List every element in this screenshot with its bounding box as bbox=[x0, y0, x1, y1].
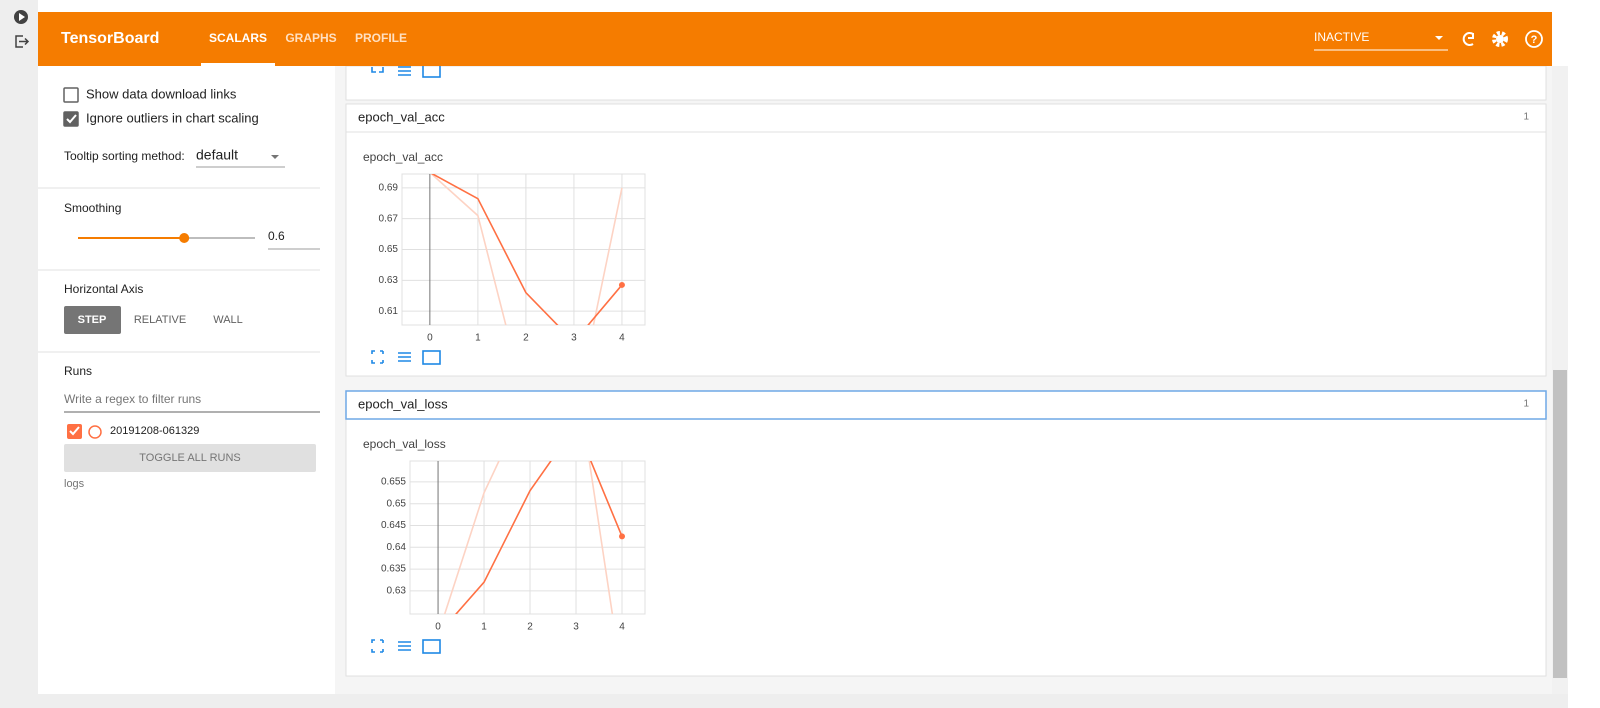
checkbox[interactable] bbox=[63, 87, 79, 103]
card-icons bbox=[371, 63, 441, 78]
bottom-strip bbox=[38, 694, 1568, 708]
plot-area bbox=[409, 460, 646, 615]
x-tick-label: 0 bbox=[427, 333, 433, 344]
tab[interactable]: PROFILE bbox=[355, 31, 407, 45]
previous-card bbox=[345, 65, 1547, 101]
x-tick-label: 1 bbox=[475, 333, 481, 344]
settings-button[interactable] bbox=[1492, 31, 1508, 47]
check-mark bbox=[69, 426, 80, 436]
series-line bbox=[454, 461, 623, 614]
tab-indicator bbox=[201, 63, 275, 66]
fit-domain-button[interactable] bbox=[422, 639, 441, 654]
tooltip-label: Tooltip sorting method: bbox=[64, 149, 185, 163]
axis-option[interactable]: WALL bbox=[213, 314, 243, 326]
fullscreen-button[interactable] bbox=[371, 639, 384, 653]
y-tick-label: 0.64 bbox=[387, 542, 407, 553]
help-button[interactable] bbox=[1525, 30, 1543, 48]
y-tick-label: 0.655 bbox=[381, 477, 406, 488]
card-header[interactable] bbox=[345, 103, 1547, 133]
axis-option[interactable]: STEP bbox=[78, 314, 107, 326]
checkbox-label: Show data download links bbox=[86, 86, 237, 101]
status-select[interactable]: INACTIVE bbox=[1314, 30, 1369, 44]
last-point bbox=[618, 281, 625, 288]
dropdown-arrow bbox=[1435, 36, 1443, 40]
chart-title: epoch_val_loss bbox=[363, 437, 446, 451]
card-count: 1 bbox=[1523, 399, 1529, 410]
chart-title: epoch_val_acc bbox=[363, 150, 443, 164]
card-header[interactable] bbox=[345, 390, 1547, 420]
axis-option[interactable]: RELATIVE bbox=[134, 314, 186, 326]
axis-label: Horizontal Axis bbox=[64, 282, 143, 296]
x-tick-label: 4 bbox=[619, 333, 625, 344]
run-name: 20191208-061329 bbox=[110, 425, 199, 437]
runs-label: Runs bbox=[64, 364, 92, 378]
y-tick-label: 0.65 bbox=[379, 244, 399, 255]
output-icon[interactable] bbox=[15, 35, 30, 48]
x-tick-label: 2 bbox=[527, 622, 533, 633]
checkbox-label: Ignore outliers in chart scaling bbox=[86, 110, 259, 125]
data-button[interactable] bbox=[398, 641, 411, 651]
series-line bbox=[443, 461, 614, 614]
x-tick-label: 1 bbox=[481, 622, 487, 633]
scrollbar-thumb[interactable] bbox=[1553, 370, 1567, 678]
y-tick-label: 0.63 bbox=[379, 275, 399, 286]
run-color-radio[interactable] bbox=[88, 425, 102, 439]
y-tick-label: 0.635 bbox=[381, 564, 406, 575]
axis-option-selected bbox=[64, 306, 121, 334]
card-title: epoch_val_loss bbox=[358, 396, 448, 411]
fullscreen-button[interactable] bbox=[371, 350, 384, 364]
dropdown-arrow bbox=[271, 155, 279, 159]
fit-domain-button[interactable] bbox=[422, 350, 441, 365]
x-tick-label: 3 bbox=[571, 333, 577, 344]
header bbox=[38, 12, 1552, 66]
x-tick-label: 2 bbox=[523, 333, 529, 344]
x-tick-label: 3 bbox=[573, 622, 579, 633]
y-tick-label: 0.61 bbox=[379, 306, 399, 317]
y-tick-label: 0.65 bbox=[387, 498, 407, 509]
tab[interactable]: GRAPHS bbox=[285, 31, 336, 45]
refresh-button[interactable] bbox=[1462, 32, 1474, 46]
check-mark bbox=[66, 114, 77, 124]
smoothing-label: Smoothing bbox=[64, 201, 121, 215]
y-tick-label: 0.67 bbox=[379, 213, 399, 224]
sidebar: Tooltip sorting method: default Smoothin… bbox=[38, 86, 320, 490]
series-line bbox=[430, 174, 623, 325]
notebook-gutter bbox=[0, 0, 38, 708]
smoothing-input[interactable]: 0.6 bbox=[268, 229, 285, 243]
settings-core bbox=[1496, 35, 1504, 43]
tooltip-select[interactable]: default bbox=[196, 147, 238, 163]
runs-filter[interactable]: Write a regex to filter runs bbox=[64, 392, 201, 406]
series-line bbox=[431, 174, 623, 325]
y-tick-label: 0.69 bbox=[379, 183, 399, 194]
cards: epoch_val_acc 1 epoch_val_acc 0.61 0.63 0.65 0… bbox=[345, 103, 1547, 677]
y-tick-label: 0.645 bbox=[381, 520, 406, 531]
play-icon bbox=[19, 13, 25, 21]
y-tick-label: 0.63 bbox=[387, 586, 407, 597]
tab[interactable]: SCALARS bbox=[209, 31, 267, 45]
help-mark: ? bbox=[1531, 34, 1538, 46]
checkbox[interactable] bbox=[63, 111, 79, 127]
data-button[interactable] bbox=[398, 352, 411, 362]
card-count: 1 bbox=[1523, 112, 1529, 123]
app-title: TensorBoard bbox=[61, 30, 159, 47]
slider-knob[interactable] bbox=[179, 233, 190, 243]
x-tick-label: 0 bbox=[435, 622, 441, 633]
toggle-runs-button[interactable] bbox=[64, 444, 316, 472]
card-title: epoch_val_acc bbox=[358, 109, 445, 124]
tabs: SCALARS GRAPHS PROFILE bbox=[201, 31, 407, 66]
logs-label: logs bbox=[64, 478, 85, 490]
x-tick-label: 4 bbox=[619, 622, 625, 633]
last-point bbox=[619, 533, 626, 540]
toggle-runs-label: TOGGLE ALL RUNS bbox=[139, 452, 240, 464]
